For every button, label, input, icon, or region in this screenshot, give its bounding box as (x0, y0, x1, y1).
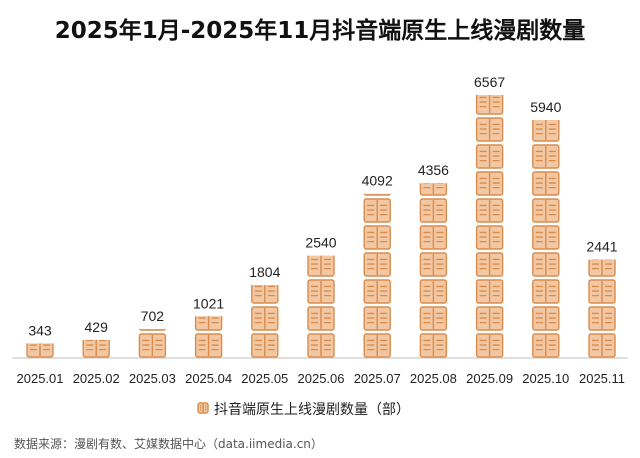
x-tick-label: 2025.02 (73, 371, 120, 386)
x-tick-label: 2025.09 (466, 371, 513, 386)
source-note: 数据来源：漫剧有数、艾媒数据中心（data.iimedia.cn） (14, 436, 323, 451)
data-label-2025.06: 2540 (305, 235, 336, 251)
chart-title: 2025年1月-2025年11月抖音端原生上线漫剧数量 (55, 17, 586, 44)
data-label-2025.11: 2441 (586, 239, 617, 255)
bar-2025.10 (532, 120, 560, 358)
bar-2025.11 (588, 259, 616, 358)
bar-2025.04 (194, 316, 223, 358)
bar-2025.01 (26, 343, 54, 358)
x-tick-label: 2025.01 (17, 371, 64, 386)
x-tick-label: 2025.08 (410, 371, 457, 386)
plot-area: 343 429 702 1021 1804 2540 4092 4356 6567 5940 244… (26, 74, 618, 358)
bar-2025.08 (419, 183, 448, 358)
x-tick-label: 2025.06 (298, 371, 345, 386)
x-tick-label: 2025.10 (522, 371, 569, 386)
legend-book-icon (197, 402, 209, 414)
bar-2025.05 (251, 285, 279, 358)
x-axis-ticks: 2025.01 2025.02 2025.03 2025.04 2025.05 2025.… (17, 371, 626, 386)
x-tick-label: 2025.04 (185, 371, 232, 386)
bar-2025.06 (307, 255, 335, 358)
data-label-2025.01: 343 (28, 322, 52, 338)
bar-2025.03 (138, 328, 167, 358)
x-tick-label: 2025.05 (241, 371, 288, 386)
data-label-2025.05: 1804 (249, 264, 280, 280)
bar-2025.09 (475, 95, 504, 358)
data-label-2025.10: 5940 (530, 99, 561, 115)
data-label-2025.07: 4092 (362, 173, 393, 189)
data-label-2025.03: 702 (141, 308, 165, 324)
x-tick-label: 2025.11 (579, 371, 625, 386)
data-label-2025.08: 4356 (418, 162, 449, 178)
legend: 抖音端原生上线漫剧数量（部） (197, 401, 410, 418)
x-tick-label: 2025.03 (129, 371, 176, 386)
data-label-2025.02: 429 (85, 319, 109, 335)
data-label-2025.04: 1021 (193, 295, 224, 311)
bar-2025.07 (363, 193, 391, 358)
legend-label: 抖音端原生上线漫剧数量（部） (214, 401, 410, 418)
data-label-2025.09: 6567 (474, 74, 505, 90)
bar-2025.02 (82, 339, 110, 358)
x-tick-label: 2025.07 (354, 371, 401, 386)
